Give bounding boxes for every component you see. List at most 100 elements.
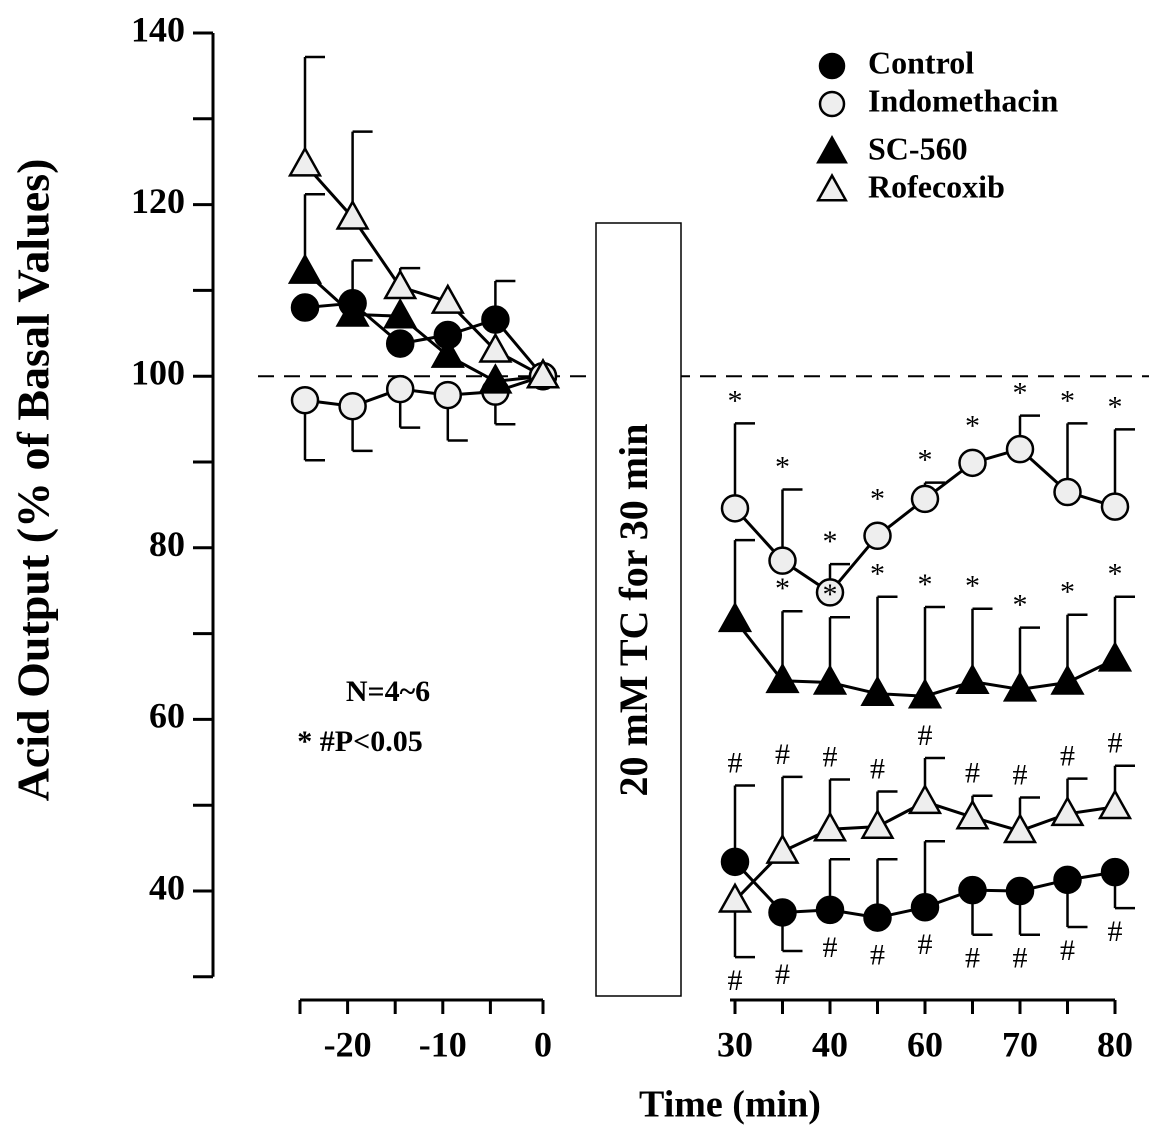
error-bar (351, 130, 373, 218)
marker (863, 903, 892, 932)
x-tick-label: 0 (534, 1024, 552, 1064)
marker (765, 833, 800, 864)
marker (383, 268, 418, 300)
y-tick-label: 80 (149, 524, 185, 564)
marker (1100, 857, 1130, 887)
marker (910, 893, 940, 922)
marker (385, 329, 415, 358)
marker (1053, 477, 1082, 507)
marker (1050, 664, 1085, 695)
significance-mark: # (1060, 934, 1075, 967)
legend-marker (818, 52, 846, 80)
marker (720, 847, 750, 877)
error-bar (303, 55, 325, 165)
marker (717, 601, 753, 633)
marker (430, 337, 465, 368)
significance-mark: * (823, 525, 838, 558)
significance-mark: # (1060, 739, 1075, 772)
marker (955, 663, 990, 694)
x-axis-label: Time (min) (639, 1084, 821, 1126)
marker (335, 199, 370, 230)
marker (812, 811, 848, 842)
significance-mark: # (775, 958, 790, 991)
x-tick-label: 30 (717, 1024, 753, 1064)
x-tick-label: 40 (812, 1024, 848, 1064)
significance-mark: # (775, 738, 790, 771)
legend-marker (816, 173, 848, 202)
y-axis-label: Acid Output (% of Basal Values) (8, 159, 59, 802)
marker (768, 898, 797, 927)
y-tick-label: 100 (131, 352, 185, 392)
significance-mark: * (1013, 377, 1028, 410)
significance-mark: # (728, 746, 743, 779)
legend-marker (816, 135, 848, 164)
significance-mark: # (870, 938, 885, 971)
significance-mark: # (728, 964, 743, 997)
error-bar (876, 595, 898, 694)
significance-mark: * (870, 483, 885, 516)
marker (1097, 788, 1133, 820)
marker (907, 783, 943, 815)
significance-mark: * (965, 570, 980, 603)
marker (1053, 865, 1082, 895)
marker (720, 494, 750, 523)
marker (287, 253, 323, 284)
marker (1050, 795, 1085, 827)
marker (765, 662, 800, 694)
significance-mark: * (918, 443, 933, 476)
marker (525, 358, 561, 389)
significance-mark: * (870, 558, 885, 591)
marker (768, 546, 797, 575)
marker (815, 895, 845, 925)
marker (1002, 671, 1038, 702)
significance-mark: * (1013, 588, 1028, 621)
significance-mark: * (965, 410, 980, 443)
x-tick-label: 80 (1097, 1024, 1133, 1064)
marker (287, 146, 323, 177)
significance-mark: * (823, 578, 838, 611)
marker (385, 374, 415, 404)
significance-mark: # (823, 931, 838, 964)
legend-marker (818, 90, 846, 118)
significance-mark: # (918, 928, 933, 961)
significance-mark: * (775, 572, 790, 605)
marker (1005, 434, 1035, 464)
significance-mark: # (1013, 758, 1028, 791)
marker (860, 675, 895, 706)
marker (815, 578, 845, 607)
marker (481, 305, 510, 334)
legend-label: Rofecoxib (868, 168, 1005, 204)
marker (1100, 492, 1130, 521)
y-tick-label: 60 (149, 696, 185, 736)
legend-label: Indomethacin (868, 82, 1058, 118)
significance-mark: # (1108, 915, 1123, 948)
significance-mark: # (965, 942, 980, 975)
x-tick-label: -10 (419, 1024, 467, 1064)
significance-mark: * (775, 450, 790, 483)
marker (433, 380, 463, 410)
legend-label: Control (868, 44, 974, 80)
marker (958, 875, 987, 905)
significance-mark: # (918, 719, 933, 752)
marker (717, 882, 753, 913)
marker (958, 448, 987, 478)
error-bar (923, 605, 945, 697)
marker (290, 293, 320, 322)
y-tick-label: 120 (131, 181, 185, 221)
x-tick-label: -20 (324, 1024, 372, 1064)
treatment-box (595, 222, 682, 997)
marker (290, 385, 320, 415)
x-tick-label: 60 (907, 1024, 943, 1064)
marker (907, 678, 943, 709)
significance-mark: * (1060, 576, 1075, 609)
marker (812, 664, 848, 695)
legend-label: SC-560 (868, 130, 968, 166)
marker (383, 297, 418, 329)
significance-mark: # (1108, 727, 1123, 760)
significance-mark: # (823, 740, 838, 773)
y-tick-label: 40 (149, 867, 185, 907)
y-tick-label: 140 (131, 9, 185, 49)
marker (1097, 641, 1133, 672)
marker (430, 283, 465, 314)
